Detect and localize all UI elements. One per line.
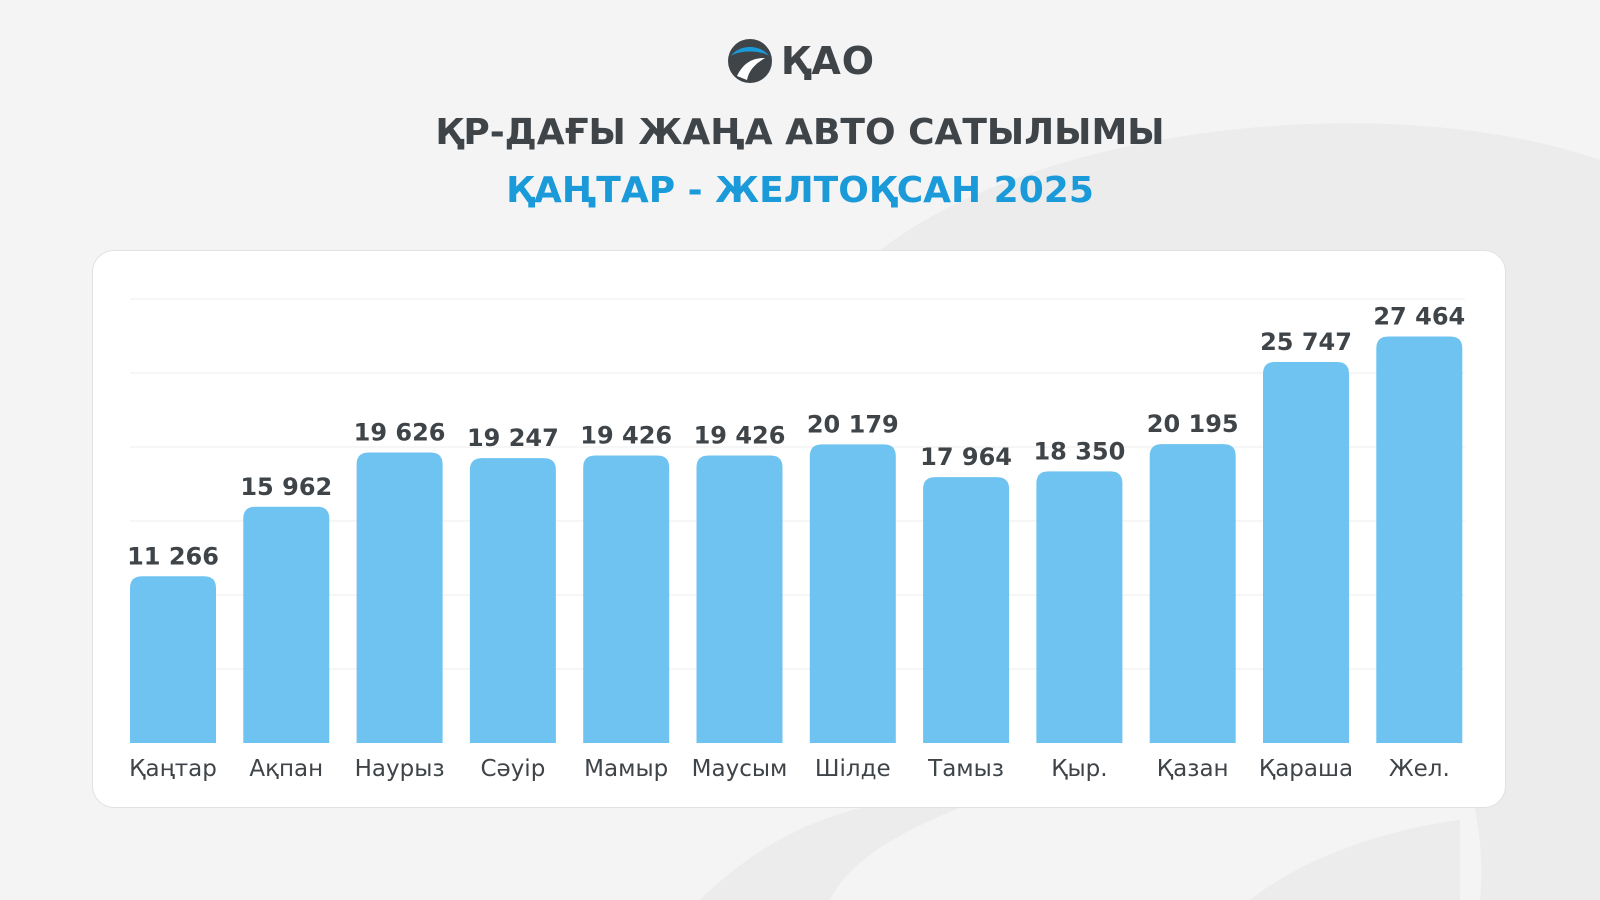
value-label: 20 195: [1147, 410, 1239, 438]
value-label: 15 962: [240, 473, 332, 501]
bar-10: [1149, 444, 1236, 743]
category-label: Мамыр: [584, 756, 668, 782]
bar-9: [1036, 471, 1123, 743]
value-label: 11 266: [127, 542, 219, 570]
bar-3: [356, 452, 443, 743]
bar-5: [583, 455, 670, 743]
category-label: Тамыз: [927, 756, 1004, 782]
chart-subtitle: ҚАҢТАР - ЖЕЛТОҚСАН 2025: [506, 170, 1094, 211]
chart-title: ҚР-ДАҒЫ ЖАҢА АВТО САТЫЛЫМЫ: [435, 112, 1165, 153]
bar-6: [696, 455, 783, 743]
chart-card: 11 266 Қаңтар 15 962 Ақпан 19 626 Наурыз 19 24…: [92, 250, 1506, 808]
logo: ҚАО: [0, 36, 1600, 86]
category-label: Шілде: [815, 756, 891, 782]
bar-chart: 11 266 Қаңтар 15 962 Ақпан 19 626 Наурыз 19 24…: [127, 298, 1465, 782]
value-label: 19 426: [694, 421, 786, 449]
bar-2: [243, 506, 330, 743]
category-label: Қазан: [1157, 756, 1229, 782]
category-label: Ақпан: [249, 756, 323, 782]
value-label: 18 350: [1033, 437, 1125, 465]
category-label: Наурыз: [355, 756, 445, 782]
category-label: Қараша: [1259, 756, 1353, 782]
logo-text: ҚАО: [780, 39, 876, 83]
category-label: Сәуір: [480, 756, 545, 782]
road-circle-icon: [727, 39, 772, 83]
bar-1: [130, 576, 216, 743]
category-label: Маусым: [692, 756, 788, 782]
category-label: Жел.: [1389, 756, 1450, 782]
bar-12: [1376, 336, 1463, 743]
value-label: 19 247: [467, 424, 559, 452]
bar-4: [469, 458, 556, 743]
value-label: 19 426: [580, 421, 672, 449]
bar-8: [923, 477, 1010, 743]
value-label: 19 626: [354, 419, 446, 447]
value-label: 17 964: [920, 443, 1012, 471]
bar-11: [1263, 361, 1349, 743]
bar-7: [809, 444, 896, 743]
value-label: 27 464: [1373, 303, 1465, 331]
value-label: 25 747: [1260, 328, 1352, 356]
category-label: Қыр.: [1051, 756, 1107, 782]
value-label: 20 179: [807, 410, 899, 438]
category-label: Қаңтар: [129, 756, 217, 782]
